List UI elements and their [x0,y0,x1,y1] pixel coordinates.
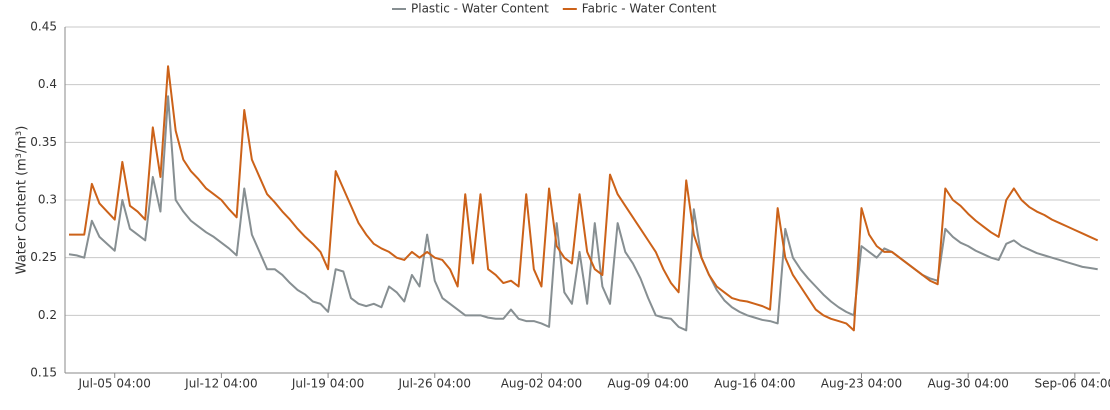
x-tick-label: Jul-05 04:00 [77,377,150,391]
y-tick-label: 0.15 [30,366,57,380]
x-tick-label: Jul-19 04:00 [291,377,364,391]
y-tick-label: 0.3 [38,193,57,207]
x-tick-label: Aug-02 04:00 [501,377,582,391]
y-tick-label: 0.4 [38,77,57,91]
legend-label: Fabric - Water Content [582,2,717,16]
y-axis-label: Water Content (m³/m³) [15,126,30,275]
legend-label: Plastic - Water Content [411,2,549,16]
x-tick-label: Jul-12 04:00 [184,377,257,391]
x-tick-label: Aug-16 04:00 [714,377,795,391]
y-tick-label: 0.2 [38,308,57,322]
x-tick-label: Aug-23 04:00 [821,377,902,391]
x-tick-label: Aug-09 04:00 [607,377,688,391]
y-tick-label: 0.45 [30,20,57,34]
x-tick-label: Sep-06 04:00 [1035,377,1110,391]
series-line [69,65,1099,332]
y-tick-label: 0.35 [30,135,57,149]
y-tick-label: 0.25 [30,250,57,264]
x-tick-label: Aug-30 04:00 [927,377,1008,391]
x-tick-label: Jul-26 04:00 [398,377,471,391]
